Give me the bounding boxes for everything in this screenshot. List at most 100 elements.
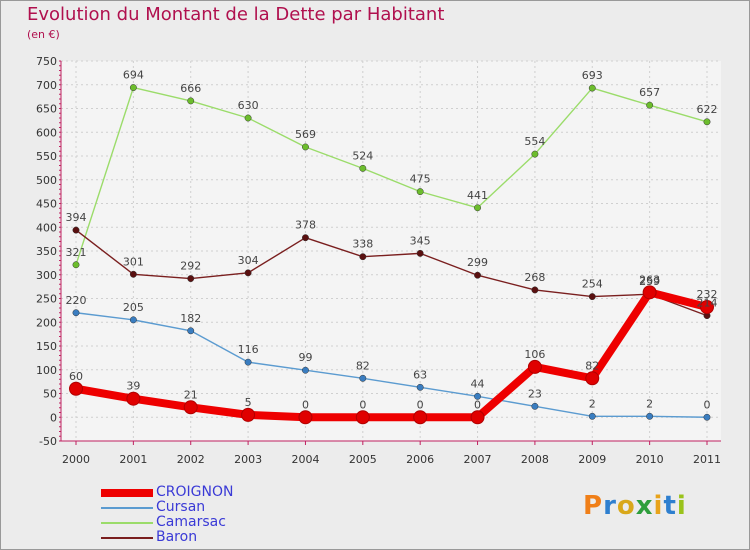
x-tick-label: 2009: [578, 453, 606, 466]
data-point-baron: [359, 253, 367, 261]
legend-item-croignon: CROIGNON: [101, 484, 341, 500]
data-label-cursan: 2: [646, 397, 653, 410]
data-point-camarsac: [129, 84, 137, 92]
chart-title: Evolution du Montant de la Dette par Hab…: [27, 4, 445, 25]
data-label-cursan: 116: [238, 343, 259, 356]
series-layer: [69, 84, 714, 425]
data-label-camarsac: 657: [639, 86, 660, 99]
grid-layer: [61, 60, 721, 442]
legend-swatch: [101, 537, 153, 539]
legend-item-cursan: Cursan: [101, 499, 341, 515]
data-label-camarsac: 524: [352, 149, 373, 162]
data-label-baron: 345: [410, 234, 431, 247]
data-point-camarsac: [244, 114, 252, 122]
data-point-camarsac: [302, 143, 309, 151]
data-point-baron: [588, 293, 596, 301]
data-point-cursan: [531, 402, 539, 410]
data-point-cursan: [703, 413, 711, 421]
data-label-camarsac: 622: [697, 103, 718, 116]
data-label-croignon: 0: [474, 398, 481, 411]
data-point-camarsac: [416, 188, 424, 196]
data-label-camarsac: 321: [66, 246, 87, 259]
data-point-cursan: [72, 309, 80, 317]
data-label-cursan: 99: [298, 351, 312, 364]
x-tick-label: 2010: [636, 453, 664, 466]
data-label-croignon: 263: [639, 273, 660, 286]
logo-letter: x: [635, 491, 654, 521]
data-point-croignon: [355, 410, 370, 425]
data-label-camarsac: 693: [582, 69, 603, 82]
proxiti-logo: Proxiti: [583, 491, 687, 521]
data-label-cursan: 182: [180, 312, 201, 325]
data-point-cursan: [416, 383, 424, 391]
data-point-croignon: [527, 359, 542, 374]
data-label-camarsac: 475: [410, 173, 431, 186]
x-tick-label: 2000: [62, 453, 90, 466]
data-label-cursan: 23: [528, 387, 542, 400]
data-label-croignon: 82: [585, 359, 599, 372]
x-tick-label: 2003: [234, 453, 262, 466]
data-label-baron: 268: [524, 271, 545, 284]
logo-letter: t: [663, 491, 677, 521]
data-point-cursan: [129, 316, 137, 324]
data-label-camarsac: 441: [467, 189, 488, 202]
data-point-cursan: [302, 366, 309, 374]
data-label-camarsac: 666: [180, 82, 201, 95]
data-label-croignon: 106: [524, 348, 545, 361]
x-tick-label: 2004: [291, 453, 319, 466]
x-tick-label: 2006: [406, 453, 434, 466]
logo-letter: r: [603, 491, 617, 521]
legend: CROIGNON Cursan Camarsac Baron: [101, 484, 341, 545]
legend-label: CROIGNON: [156, 484, 234, 500]
data-point-cursan: [474, 392, 481, 400]
data-point-camarsac: [588, 84, 596, 92]
data-point-croignon: [183, 400, 198, 415]
legend-swatch: [101, 507, 153, 509]
data-label-camarsac: 554: [524, 135, 545, 148]
data-label-croignon: 0: [359, 398, 366, 411]
data-point-croignon: [642, 285, 657, 300]
data-point-camarsac: [646, 101, 654, 109]
series-line-baron: [75, 229, 708, 317]
data-point-croignon: [413, 410, 428, 425]
x-tick-label: 2002: [177, 453, 205, 466]
data-label-baron: 259: [639, 275, 660, 288]
data-label-croignon: 21: [184, 388, 198, 401]
data-label-baron: 214: [697, 297, 718, 310]
data-point-baron: [474, 271, 481, 279]
logo-letter: o: [616, 491, 636, 521]
data-label-camarsac: 569: [295, 128, 316, 141]
data-label-baron: 254: [582, 278, 603, 291]
legend-swatch: [101, 489, 153, 497]
legend-item-camarsac: Camarsac: [101, 514, 341, 530]
logo-letter: i: [653, 491, 664, 521]
data-point-baron: [244, 269, 252, 277]
y-tick-label: -50: [39, 435, 57, 448]
data-point-camarsac: [359, 164, 367, 172]
chart-unit: (en €): [27, 28, 60, 41]
series-line-cursan: [75, 312, 708, 418]
data-point-baron: [129, 270, 137, 278]
data-point-croignon: [126, 391, 141, 406]
data-point-baron: [416, 249, 424, 257]
y-tick-label: 100: [36, 364, 57, 377]
y-tick-label: 550: [36, 150, 57, 163]
y-tick-label: 650: [36, 103, 57, 116]
data-label-baron: 301: [123, 255, 144, 268]
data-point-cursan: [187, 327, 195, 335]
data-point-camarsac: [72, 261, 80, 269]
data-point-baron: [531, 286, 539, 294]
data-label-baron: 394: [66, 211, 87, 224]
legend-swatch: [101, 522, 153, 524]
data-label-cursan: 0: [704, 398, 711, 411]
logo-letter: P: [583, 491, 604, 521]
data-label-cursan: 205: [123, 301, 144, 314]
x-tick-label: 2007: [464, 453, 492, 466]
x-tick-label: 2008: [521, 453, 549, 466]
data-label-croignon: 0: [417, 398, 424, 411]
y-tick-label: 500: [36, 174, 57, 187]
data-point-croignon: [700, 300, 714, 315]
legend-label: Baron: [156, 529, 198, 545]
data-point-baron: [72, 226, 80, 234]
